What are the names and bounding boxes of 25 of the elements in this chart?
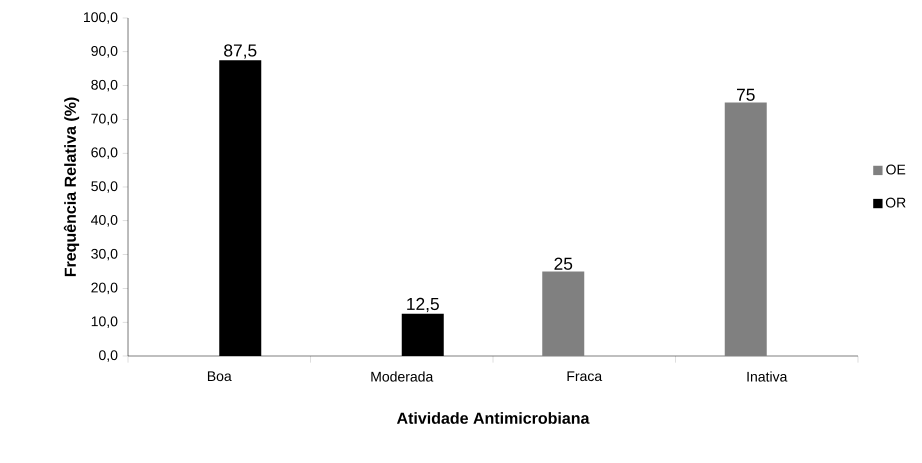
x-tick-label: Inativa bbox=[747, 371, 788, 382]
y-tick-label: 70,0 bbox=[91, 114, 118, 126]
x-tick-label: Fraca bbox=[568, 371, 602, 382]
y-tick-label: 40,0 bbox=[91, 215, 118, 227]
y-tick-label: 20,0 bbox=[91, 282, 118, 294]
x-tick-label: Moderada bbox=[371, 371, 434, 382]
y-tick-label: 60,0 bbox=[91, 147, 118, 159]
bar bbox=[724, 102, 767, 356]
x-tick-label: Boa bbox=[208, 371, 232, 382]
y-tick-label: 100,0 bbox=[84, 12, 118, 24]
y-tick-label: 30,0 bbox=[91, 248, 118, 260]
data-label: 87,5 bbox=[224, 44, 256, 59]
bar bbox=[542, 271, 584, 356]
data-label: 75 bbox=[737, 88, 755, 101]
y-tick-label: 10,0 bbox=[92, 316, 118, 328]
y-tick-label: 50,0 bbox=[91, 181, 118, 193]
data-label: 25 bbox=[554, 258, 572, 270]
y-tick-label: 0,0 bbox=[99, 350, 118, 362]
y-tick-label: 90,0 bbox=[91, 46, 118, 58]
legend-label: OR bbox=[886, 198, 906, 208]
data-label: 12,5 bbox=[407, 298, 439, 312]
y-axis-title: Frequência Relativa (%) bbox=[64, 98, 80, 276]
legend-label: OE bbox=[886, 164, 906, 174]
x-axis-title: Atividade Antimicrobiana bbox=[396, 412, 590, 424]
y-tick-label: 80,0 bbox=[91, 80, 118, 92]
